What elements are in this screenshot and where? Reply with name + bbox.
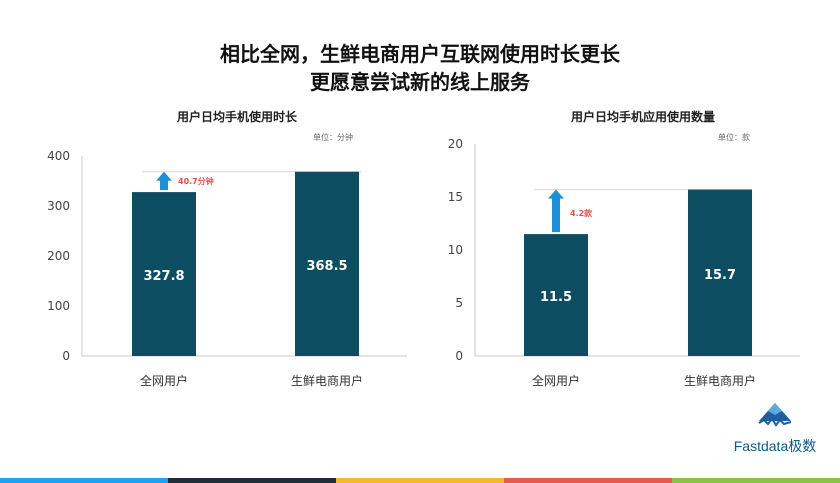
y-tick-label: 15 — [448, 190, 463, 204]
increase-arrow-icon — [156, 171, 172, 191]
bar — [524, 234, 588, 356]
y-tick-label: 20 — [448, 137, 463, 151]
difference-annotation: 40.7分钟 — [178, 176, 214, 186]
increase-arrow-icon — [548, 189, 564, 233]
bar-value-label: 368.5 — [306, 259, 347, 274]
brand-logo: Fastdata极数 — [730, 402, 820, 456]
bar-value-label: 327.8 — [143, 269, 184, 284]
unit-label: 单位：分钟 — [313, 132, 353, 142]
footer-color-bar — [0, 478, 840, 483]
logo-text: Fastdata极数 — [733, 438, 817, 454]
mountain-logo-icon — [758, 403, 792, 427]
footer-segment — [0, 478, 168, 483]
category-label: 全网用户 — [140, 373, 188, 388]
unit-label: 单位：款 — [718, 132, 750, 142]
y-tick-label: 400 — [47, 149, 70, 163]
y-tick-label: 5 — [455, 296, 463, 310]
y-tick-label: 0 — [455, 349, 463, 363]
y-tick-label: 0 — [62, 349, 70, 363]
category-label: 生鲜电商用户 — [291, 373, 363, 388]
footer-segment — [336, 478, 504, 483]
headline: 相比全网，生鲜电商用户互联网使用时长更长 更愿意尝试新的线上服务 — [0, 40, 840, 96]
footer-segment — [672, 478, 840, 483]
y-tick-label: 100 — [47, 299, 70, 313]
category-label: 生鲜电商用户 — [684, 373, 756, 388]
footer-segment — [504, 478, 672, 483]
y-tick-label: 10 — [448, 243, 463, 257]
bar-value-label: 15.7 — [704, 268, 736, 283]
chart-title: 用户日均手机应用使用数量 — [570, 109, 715, 124]
headline-line1: 相比全网，生鲜电商用户互联网使用时长更长 — [220, 42, 620, 66]
bar — [132, 192, 196, 356]
chart-title: 用户日均手机使用时长 — [176, 109, 298, 124]
y-tick-label: 300 — [47, 199, 70, 213]
category-label: 全网用户 — [532, 373, 580, 388]
footer-segment — [168, 478, 336, 483]
bar — [688, 189, 752, 356]
bar — [295, 171, 359, 356]
bar-value-label: 11.5 — [540, 290, 572, 305]
headline-line2: 更愿意尝试新的线上服务 — [310, 70, 530, 94]
difference-annotation: 4.2款 — [570, 208, 593, 218]
y-tick-label: 200 — [47, 249, 70, 263]
